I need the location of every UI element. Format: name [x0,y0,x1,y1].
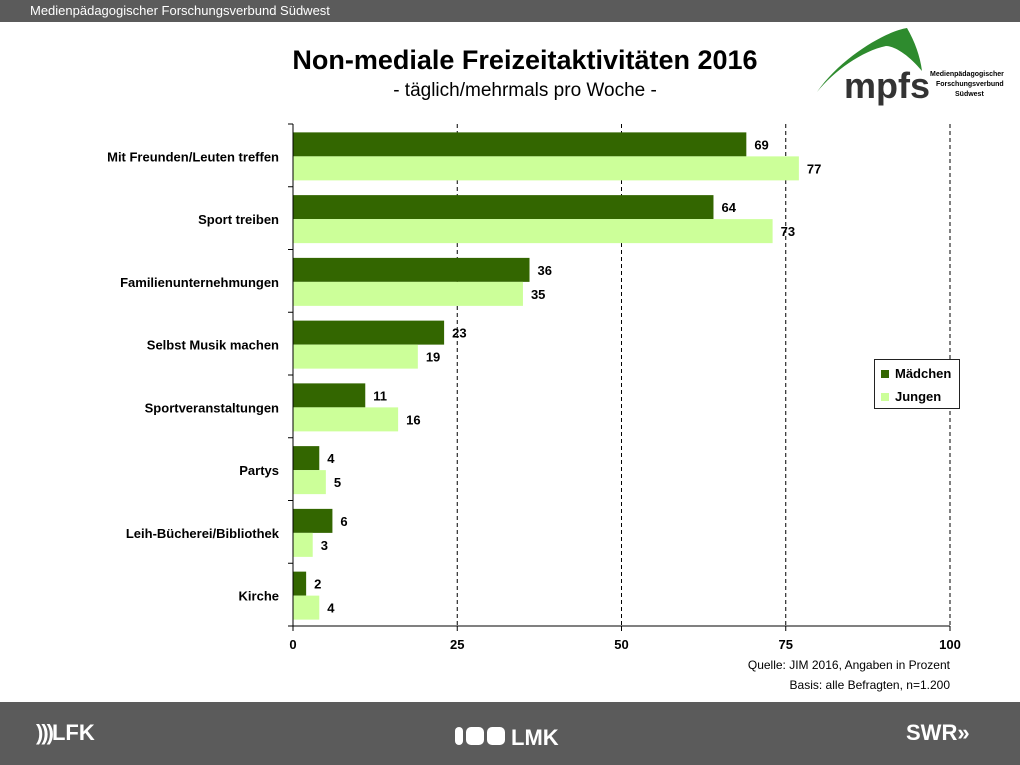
category-label: Mit Freunden/Leuten treffen [107,149,279,164]
x-tick-label: 100 [939,637,961,652]
data-label: 36 [538,263,552,278]
data-label: 4 [327,601,335,616]
lmk-logo-icon [455,725,511,751]
footer-bar: )))LFK LMK SWR» [0,702,1020,765]
data-label: 77 [807,161,821,176]
swr-logo-text: SWR [906,720,958,745]
chart-subtitle: - täglich/mehrmals pro Woche - [393,80,657,101]
bar [293,156,799,181]
data-label: 16 [406,412,420,427]
logo-line-2: Forschungsverbund [936,81,1004,88]
bar [293,195,714,220]
lfk-logo-icon: ))) [36,720,54,745]
lmk-logo: LMK [455,724,559,751]
data-label: 23 [452,326,466,341]
category-label: Partys [239,463,279,478]
category-label: Leih-Bücherei/Bibliothek [126,526,280,541]
data-label: 64 [721,200,736,215]
bar [293,344,418,369]
legend-swatch-maedchen [881,370,889,378]
category-label: Sport treiben [198,212,279,227]
category-label: Sportveranstaltungen [145,400,279,415]
bar [293,470,326,495]
data-label: 19 [426,350,440,365]
logo-mark: mpfs [844,65,930,106]
data-label: 3 [321,538,328,553]
legend: Mädchen Jungen [874,359,960,409]
bar [293,407,399,432]
bar [293,446,320,471]
legend-swatch-jungen [881,393,889,401]
bar [293,508,333,533]
data-label: 6 [340,514,347,529]
data-label: 69 [754,137,768,152]
logo-line-1: Medienpädagogischer [930,71,1004,78]
bar [293,132,747,157]
data-label: 4 [327,451,335,466]
swr-logo: SWR» [906,720,970,746]
data-label: 73 [781,224,795,239]
header-bar: Medienpädagogischer Forschungsverbund Sü… [0,0,1020,22]
x-tick-label: 50 [614,637,628,652]
legend-item-jungen: Jungen [881,389,941,405]
lfk-logo-text: LFK [51,720,95,745]
data-label: 11 [373,388,387,403]
bar [293,532,313,557]
legend-item-maedchen: Mädchen [881,366,951,382]
logo-line-3: Südwest [955,91,984,98]
chart-title: Non-mediale Freizeitaktivitäten 2016 [292,45,758,75]
bar [293,383,366,408]
legend-label-maedchen: Mädchen [895,366,952,381]
bar [293,595,320,620]
category-label: Familienunternehmungen [120,275,279,290]
footnote-basis: Basis: alle Befragten, n=1.200 [789,678,950,692]
lmk-logo-text: LMK [511,725,559,751]
x-tick-label: 25 [450,637,464,652]
data-label: 5 [334,475,341,490]
bar [293,219,773,244]
x-tick-label: 75 [779,637,793,652]
legend-label-jungen: Jungen [895,389,942,404]
lfk-logo: )))LFK [36,720,95,746]
x-tick-label: 0 [289,637,296,652]
category-label: Kirche [239,589,279,604]
bar [293,257,530,282]
bar [293,281,523,306]
bar [293,571,307,596]
category-label: Selbst Musik machen [147,338,279,353]
footnote-source: Quelle: JIM 2016, Angaben in Prozent [747,658,950,672]
data-label: 35 [531,287,545,302]
org-name: Medienpädagogischer Forschungsverbund Sü… [30,3,330,18]
data-label: 2 [314,577,321,592]
swr-logo-icon: » [957,720,969,745]
bar [293,320,445,345]
mpfs-logo: mpfs Medienpädagogischer Forschungsverbu… [817,28,1004,106]
